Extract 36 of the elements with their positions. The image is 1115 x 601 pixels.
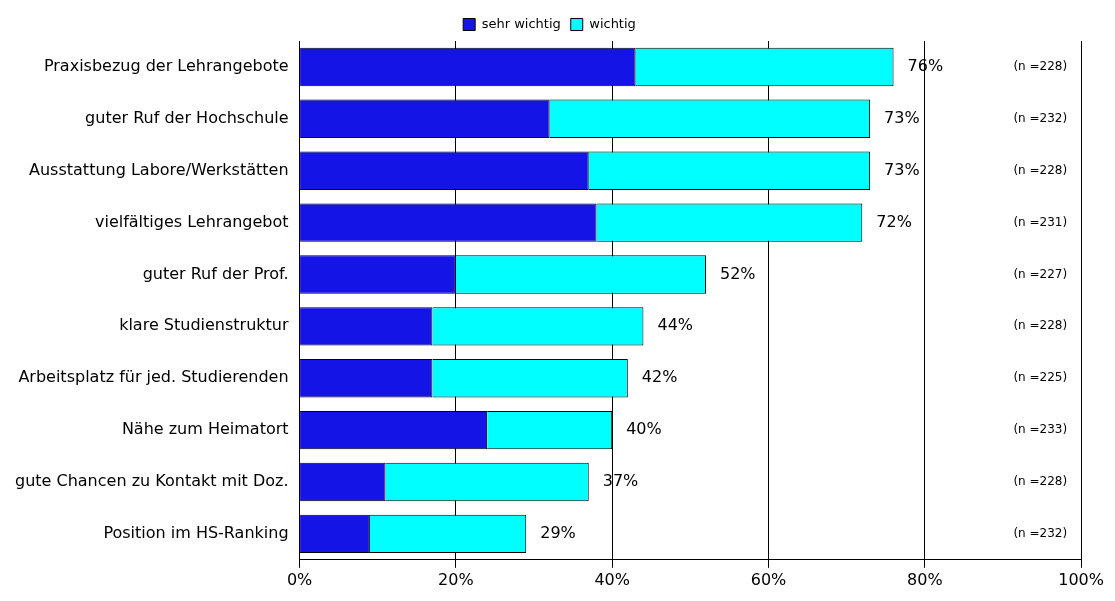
x-tick-label: 20%: [438, 569, 474, 589]
y-tick-label: vielfältiges Lehrangebot: [94, 211, 289, 231]
annotation: (n =232): [1013, 110, 1068, 125]
legend-label: sehr wichtig: [481, 15, 561, 31]
annotation: (n =232): [1013, 525, 1068, 540]
total-label: 52%: [719, 263, 756, 283]
total-label: 42%: [641, 367, 678, 387]
annotation: (n =228): [1013, 59, 1068, 74]
x-tick-label: 80%: [907, 569, 943, 589]
y-tick-label: guter Ruf der Prof.: [142, 263, 289, 283]
y-tick-label: Arbeitsplatz für jed. Studierenden: [18, 367, 289, 387]
x-tick-label: 60%: [750, 569, 787, 589]
total-label: 73%: [884, 159, 920, 179]
annotation: (n =228): [1013, 162, 1068, 177]
y-tick-label: gute Chancen zu Kontakt mit Doz.: [15, 471, 289, 491]
total-label: 40%: [626, 419, 662, 439]
total-label: 73%: [884, 107, 920, 127]
x-tick-label: 0%: [286, 569, 313, 589]
y-tick-label: Position im HS-Ranking: [103, 523, 289, 543]
annotation: (n =228): [1013, 318, 1068, 333]
x-tick-label: 100%: [1058, 569, 1104, 589]
legend-label: wichtig: [589, 15, 636, 31]
x-tick-label: 40%: [594, 569, 630, 589]
y-tick-label: guter Ruf der Hochschule: [85, 107, 289, 127]
total-label: 44%: [657, 315, 694, 335]
y-tick-label: Nähe zum Heimatort: [121, 419, 289, 439]
annotation: (n =228): [1013, 474, 1068, 489]
total-label: 29%: [540, 523, 576, 543]
annotation: (n =225): [1013, 370, 1068, 385]
annotation: (n =231): [1013, 214, 1068, 229]
y-tick-label: Ausstattung Labore/Werkstätten: [29, 159, 289, 179]
y-tick-label: klare Studienstruktur: [119, 315, 289, 335]
y-tick-label: Praxisbezug der Lehrangebote: [43, 56, 289, 76]
annotation: (n =233): [1013, 422, 1068, 437]
total-label: 72%: [876, 211, 912, 231]
annotation: (n =227): [1013, 266, 1068, 281]
